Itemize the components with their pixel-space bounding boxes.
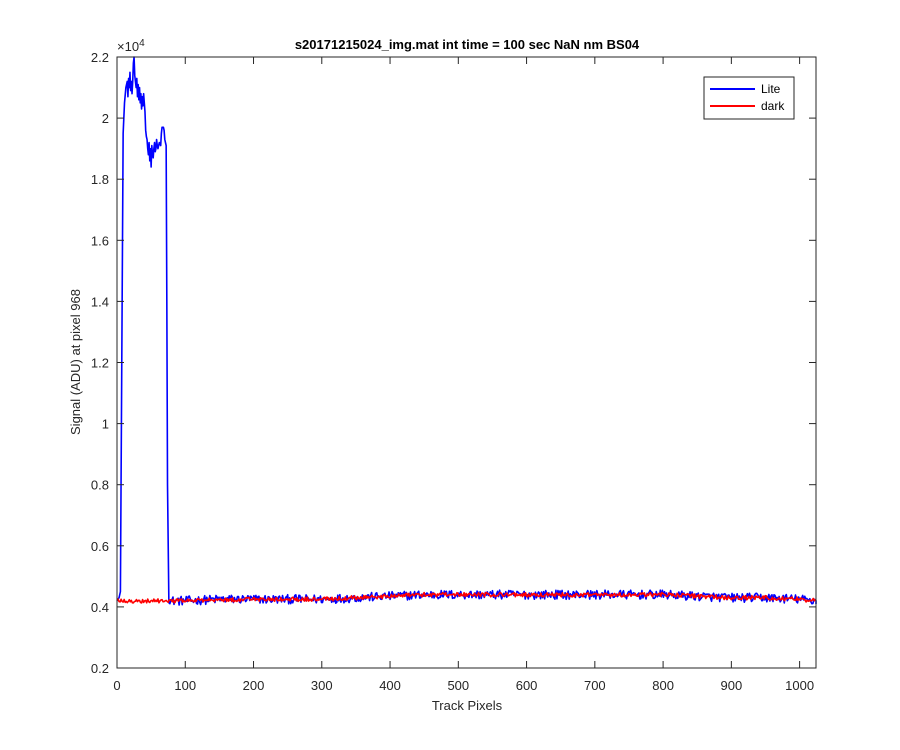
x-tick-label: 800 [652,678,674,693]
y-tick-label: 2 [102,111,109,126]
y-exponent-label: ×104 [117,38,145,54]
x-tick-label: 600 [516,678,538,693]
y-tick-label: 0.8 [91,478,109,493]
y-tick-label: 1.8 [91,172,109,187]
chart-title: s20171215024_img.mat int time = 100 sec … [295,37,640,52]
series-line-dark [116,591,817,604]
x-tick-label: 900 [721,678,743,693]
y-tick-label: 0.4 [91,600,109,615]
legend: Lite dark [703,76,795,120]
y-tick-label: 0.2 [91,661,109,676]
legend-label-dark: dark [761,99,785,113]
y-tick-label: 1.6 [91,233,109,248]
x-tick-label: 0 [113,678,120,693]
y-tick-label: 1.4 [91,294,109,309]
x-tick-label: 100 [174,678,196,693]
legend-box [703,76,795,120]
y-tick-label: 2.2 [91,50,109,65]
y-axis-label: Signal (ADU) at pixel 968 [68,289,83,435]
legend-label-lite: Lite [761,82,781,96]
x-axis-label: Track Pixels [432,698,503,713]
x-tick-label: 1000 [785,678,814,693]
x-tick-label: 200 [243,678,265,693]
ticks-layer: 0 100 200 300 400 500 600 700 800 900 1000 0.2 0.4 0.… [91,50,816,693]
y-tick-label: 0.6 [91,539,109,554]
y-exponent-power: 4 [139,38,145,49]
x-tick-label: 300 [311,678,333,693]
x-tick-label: 700 [584,678,606,693]
y-tick-label: 1.2 [91,356,109,371]
x-tick-label: 500 [447,678,469,693]
y-exponent-base: ×10 [117,39,139,54]
series-layer [116,56,817,606]
y-tick-label: 1 [102,417,109,432]
x-tick-label: 400 [379,678,401,693]
axes-background [117,57,816,668]
